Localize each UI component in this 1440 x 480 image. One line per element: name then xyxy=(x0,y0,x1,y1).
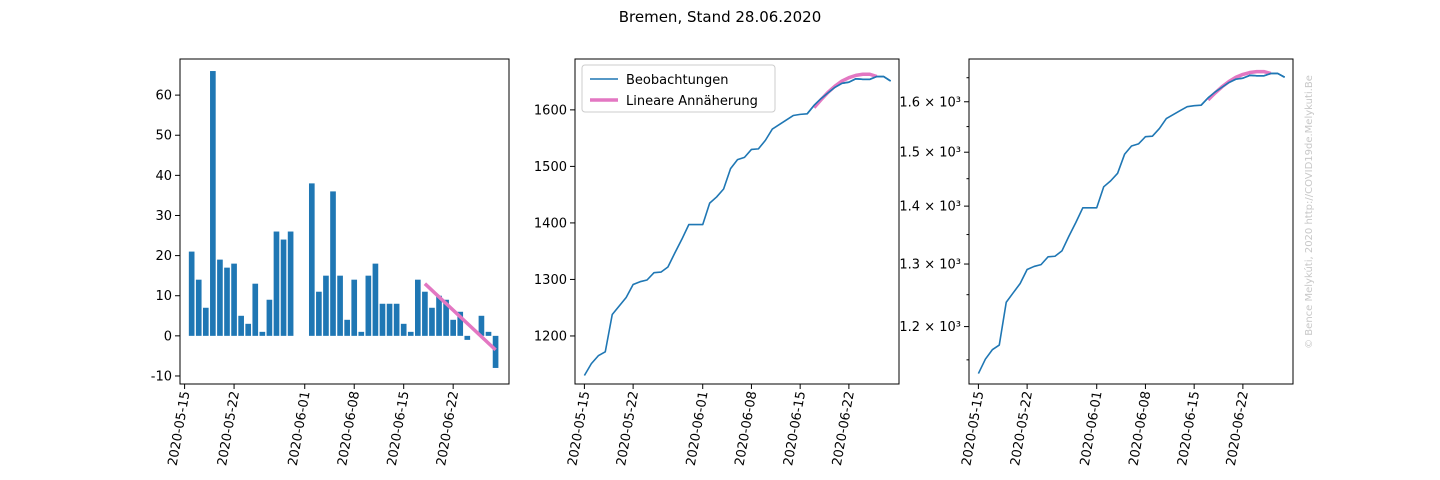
bar xyxy=(365,275,372,336)
bar xyxy=(195,279,202,336)
x-tick-label: 2020-05-22 xyxy=(614,390,642,467)
bar xyxy=(330,191,336,336)
bar xyxy=(415,279,421,336)
figure-title: Bremen, Stand 28.06.2020 xyxy=(619,8,822,26)
x-tick-label: 2020-06-22 xyxy=(434,390,462,467)
bar xyxy=(386,303,393,336)
x-tick-label: 2020-06-22 xyxy=(1224,390,1252,467)
x-tick-label: 2020-06-08 xyxy=(732,390,760,467)
axes-frame xyxy=(968,58,1294,385)
y-tick-label: 0 xyxy=(164,329,172,344)
observed-line xyxy=(583,75,892,376)
x-tick-label: 2020-05-15 xyxy=(959,390,987,467)
y-tick-label: 1500 xyxy=(534,160,567,175)
bar xyxy=(245,323,252,336)
bar xyxy=(436,295,442,336)
bar xyxy=(372,263,379,336)
y-tick-label: 1600 xyxy=(534,103,567,118)
bar xyxy=(450,319,456,336)
x-tick-label: 2020-06-15 xyxy=(385,390,413,467)
bar xyxy=(231,263,237,336)
bar xyxy=(217,259,223,336)
legend-label-observed: Beobachtungen xyxy=(626,73,729,88)
y-tick-label: 40 xyxy=(155,169,172,184)
bar xyxy=(188,251,195,336)
bar xyxy=(266,299,273,336)
observed-line-overlay xyxy=(1200,72,1286,106)
x-tick-label: 2020-06-08 xyxy=(335,390,363,467)
y-tick-label: 1200 xyxy=(534,329,567,344)
y-tick-label: 1.6 × 10³ xyxy=(899,95,961,110)
bar xyxy=(379,303,386,336)
bar xyxy=(337,275,343,336)
line-chart-cumulative-linear: 1200 1300 1400 1500 1600 2020-05-15 2020-05-22… xyxy=(534,58,900,467)
y-tick-label: 50 xyxy=(155,129,172,144)
bar xyxy=(210,71,216,336)
y-tick-label: 1300 xyxy=(534,273,567,288)
bar xyxy=(273,231,280,336)
bar xyxy=(202,307,209,336)
bar xyxy=(344,319,350,336)
bar xyxy=(252,283,259,336)
observed-line xyxy=(977,72,1286,374)
x-tick-label: 2020-06-08 xyxy=(1126,390,1154,467)
bar xyxy=(443,299,449,336)
x-tick-label: 2020-06-15 xyxy=(781,390,809,467)
y-tick-label: 1.5 × 10³ xyxy=(899,146,961,161)
x-tick-label: 2020-05-15 xyxy=(565,390,593,467)
bar xyxy=(400,323,407,336)
x-tick-label: 2020-05-15 xyxy=(166,390,194,467)
bar xyxy=(407,331,414,336)
x-tick-label: 2020-05-22 xyxy=(1008,390,1036,467)
y-tick-label: 1.4 × 10³ xyxy=(899,200,961,215)
x-tick-label: 2020-06-22 xyxy=(830,390,858,467)
x-tick-label: 2020-06-15 xyxy=(1175,390,1203,467)
bar xyxy=(287,231,294,336)
bar xyxy=(351,279,358,336)
observed-line-overlay xyxy=(806,75,892,115)
bar xyxy=(422,291,428,336)
bar-chart-daily-changes: -10 0 10 20 30 40 50 60 2020-05-15 2020-05-22 2020… xyxy=(151,58,510,467)
x-tick-label: 2020-06-01 xyxy=(286,390,314,467)
bar xyxy=(393,303,400,336)
x-tick-label: 2020-06-01 xyxy=(1078,390,1106,467)
bar xyxy=(316,291,322,336)
bar xyxy=(358,331,365,336)
bar xyxy=(492,335,499,368)
bar xyxy=(308,183,315,336)
y-tick-label: 30 xyxy=(155,209,172,224)
watermark-text: © Bence Melykúti, 2020 http://COVID19de.… xyxy=(1303,75,1315,349)
y-tick-label: 1.3 × 10³ xyxy=(899,258,961,273)
bar xyxy=(323,275,329,336)
y-tick-label: 1.2 × 10³ xyxy=(899,320,961,335)
legend-box xyxy=(581,64,776,113)
axes-frame xyxy=(179,58,510,385)
bar xyxy=(457,311,464,336)
bar xyxy=(224,267,230,336)
y-tick-label: 1400 xyxy=(534,216,567,231)
bar xyxy=(280,239,287,336)
x-tick-label: 2020-05-22 xyxy=(215,390,243,467)
axes-frame xyxy=(574,58,900,385)
line-chart-cumulative-log: 1.2 × 10³ 1.3 × 10³ 1.4 × 10³ 1.5 × 10³ 1.6 … xyxy=(899,58,1294,467)
bar xyxy=(464,335,471,340)
bar xyxy=(259,331,266,336)
legend-label-fit: Lineare Annäherung xyxy=(626,94,758,109)
y-tick-label: -10 xyxy=(151,369,172,384)
y-tick-label: 60 xyxy=(155,89,172,104)
bar xyxy=(485,331,492,336)
fit-line xyxy=(423,282,497,352)
x-tick-label: 2020-06-01 xyxy=(684,390,712,467)
y-tick-label: 20 xyxy=(155,249,172,264)
bar xyxy=(429,307,435,336)
bar xyxy=(238,315,244,336)
y-tick-label: 10 xyxy=(155,289,172,304)
bar xyxy=(478,315,485,336)
